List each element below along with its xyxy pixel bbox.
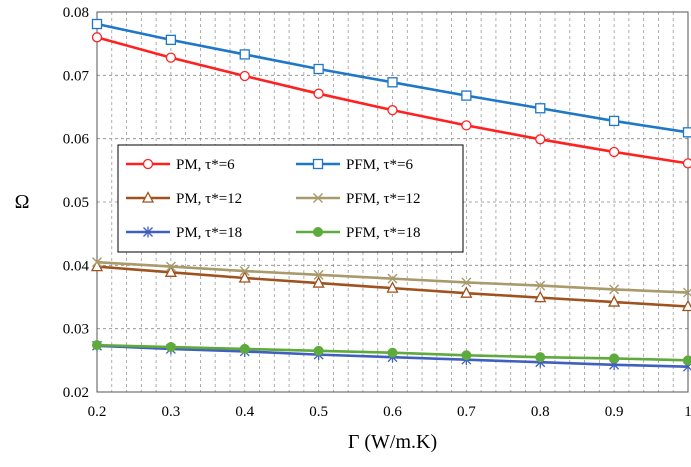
x-tick-label: 0.2 <box>88 404 107 420</box>
data-point <box>462 351 471 360</box>
data-point <box>536 353 545 362</box>
y-tick-label: 0.04 <box>63 258 90 274</box>
x-tick-label: 0.5 <box>309 404 328 420</box>
x-tick-label: 0.7 <box>457 404 476 420</box>
data-point <box>240 71 249 80</box>
data-point <box>388 106 397 115</box>
data-point <box>93 20 102 29</box>
y-tick-label: 0.06 <box>63 132 90 148</box>
data-point <box>536 104 545 113</box>
legend-label: PFM, τ*=18 <box>346 225 421 241</box>
x-axis-title: Γ (W/m.K) <box>348 431 437 453</box>
x-tick-label: 0.6 <box>383 404 402 420</box>
x-tick-label: 0.9 <box>605 404 624 420</box>
legend-label: PFM, τ*=12 <box>346 191 421 207</box>
data-point <box>314 228 323 237</box>
legend-label: PFM, τ*=6 <box>346 157 414 173</box>
data-point <box>166 53 175 62</box>
x-tick-label: 0.3 <box>162 404 181 420</box>
data-point <box>388 348 397 357</box>
data-point <box>684 128 691 137</box>
data-point <box>93 341 102 350</box>
data-point <box>144 160 153 169</box>
y-tick-label: 0.02 <box>63 385 89 401</box>
data-point <box>314 65 323 74</box>
y-tick-label: 0.03 <box>63 322 89 338</box>
data-point <box>610 116 619 125</box>
data-point <box>684 159 691 168</box>
data-point <box>166 35 175 44</box>
data-point <box>536 135 545 144</box>
y-tick-label: 0.05 <box>63 195 89 211</box>
legend-label: PM, τ*=6 <box>176 157 235 173</box>
legend-label: PM, τ*=12 <box>176 191 242 207</box>
y-tick-label: 0.07 <box>63 68 90 84</box>
x-tick-label: 0.8 <box>531 404 550 420</box>
data-point <box>610 147 619 156</box>
data-point <box>240 344 249 353</box>
series-2 <box>93 20 691 137</box>
x-tick-label: 0.4 <box>235 404 254 420</box>
data-point <box>684 356 691 365</box>
series-6 <box>93 341 691 365</box>
data-point <box>314 160 323 169</box>
data-point <box>314 89 323 98</box>
data-point <box>314 346 323 355</box>
y-tick-label: 0.08 <box>63 5 89 21</box>
data-point <box>462 91 471 100</box>
data-point <box>240 50 249 59</box>
data-point <box>462 121 471 130</box>
data-point <box>93 33 102 42</box>
legend-label: PM, τ*=18 <box>176 225 242 241</box>
legend: PM, τ*=6 PFM, τ*=6 PM, τ*=12 PFM, τ*=12 PM, … <box>118 145 463 252</box>
data-point <box>610 354 619 363</box>
data-point <box>388 78 397 87</box>
y-axis-title: Ω <box>15 191 30 213</box>
data-point <box>166 343 175 352</box>
x-tick-label: 1 <box>684 404 691 420</box>
